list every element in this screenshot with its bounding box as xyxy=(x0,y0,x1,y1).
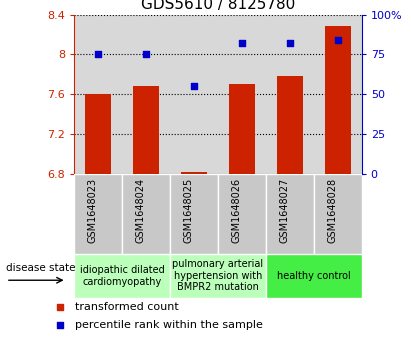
Bar xyxy=(122,174,170,254)
Text: idiopathic dilated
cardiomyopathy: idiopathic dilated cardiomyopathy xyxy=(80,265,164,287)
Text: healthy control: healthy control xyxy=(277,271,351,281)
Text: GSM1648025: GSM1648025 xyxy=(184,178,194,244)
Text: GSM1648028: GSM1648028 xyxy=(328,178,338,243)
Bar xyxy=(325,26,351,174)
Point xyxy=(56,322,63,328)
Bar xyxy=(266,174,314,254)
Point xyxy=(286,40,293,46)
Text: GSM1648026: GSM1648026 xyxy=(232,178,242,243)
Point xyxy=(143,52,149,57)
Bar xyxy=(85,94,111,174)
Point xyxy=(56,304,63,310)
Text: transformed count: transformed count xyxy=(75,302,179,312)
Bar xyxy=(170,174,218,254)
Point xyxy=(335,37,341,43)
Bar xyxy=(218,174,266,254)
Bar xyxy=(74,254,170,298)
Text: GSM1648024: GSM1648024 xyxy=(136,178,146,243)
Bar xyxy=(314,174,362,254)
Text: pulmonary arterial
hypertension with
BMPR2 mutation: pulmonary arterial hypertension with BMP… xyxy=(172,259,263,293)
Point xyxy=(191,83,197,89)
Text: percentile rank within the sample: percentile rank within the sample xyxy=(75,320,263,330)
Bar xyxy=(266,254,362,298)
Title: GDS5610 / 8125780: GDS5610 / 8125780 xyxy=(141,0,295,12)
Point xyxy=(238,40,245,46)
Point xyxy=(95,52,101,57)
Text: GSM1648023: GSM1648023 xyxy=(88,178,98,243)
Bar xyxy=(74,174,122,254)
Bar xyxy=(181,172,207,174)
Bar xyxy=(133,86,159,174)
Bar xyxy=(170,254,266,298)
Bar xyxy=(277,77,303,174)
Text: GSM1648027: GSM1648027 xyxy=(280,178,290,244)
Text: disease state: disease state xyxy=(6,263,75,273)
Bar xyxy=(229,85,255,174)
